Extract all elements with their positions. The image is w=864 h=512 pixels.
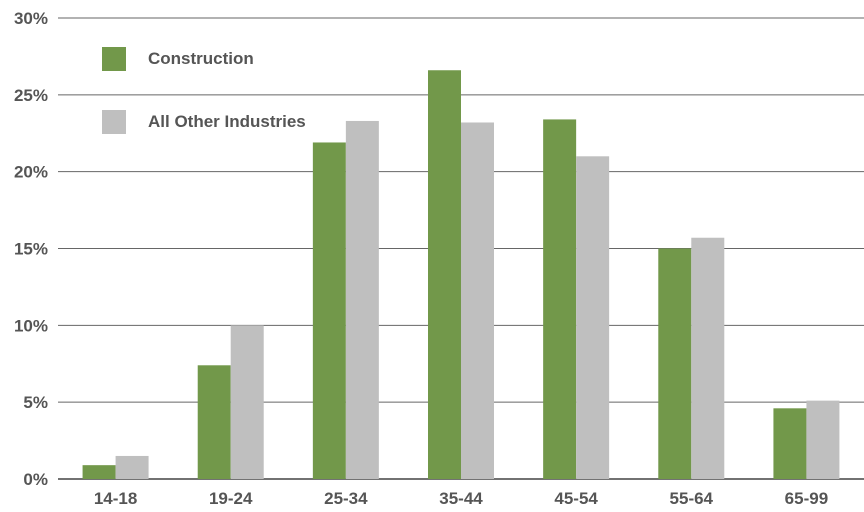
y-axis-tick-labels: 0% 5% 10% 15% 20% 25% 30% [14,9,48,489]
legend-swatch [102,110,126,134]
bars [82,70,840,480]
legend-swatch [102,47,126,71]
bar-all-other-industries-55-64 [691,237,725,479]
x-axis-tick-labels: 14-18 19-24 25-34 35-44 45-54 55-64 65-99 [94,489,828,508]
bar-construction-55-64 [658,248,692,479]
x-tick-label: 14-18 [94,489,137,508]
y-tick-label: 5% [23,393,48,412]
y-tick-label: 30% [14,9,48,28]
bar-construction-19-24 [197,365,231,479]
x-tick-label: 19-24 [209,489,253,508]
bar-construction-45-54 [543,119,577,480]
x-tick-label: 35-44 [439,489,483,508]
bar-construction-14-18 [82,465,116,479]
legend-label: Construction [148,49,254,68]
bar-all-other-industries-14-18 [115,455,149,479]
x-tick-label: 65-99 [785,489,828,508]
bar-all-other-industries-65-99 [806,400,840,479]
legend-label: All Other Industries [148,112,306,131]
x-tick-label: 45-54 [554,489,598,508]
bar-construction-25-34 [312,142,346,479]
bar-construction-65-99 [773,408,807,479]
y-tick-label: 20% [14,163,48,182]
bar-construction-35-44 [428,70,461,479]
y-tick-label: 25% [14,86,48,105]
legend: Construction All Other Industries [102,47,306,134]
bar-all-other-industries-45-54 [576,156,610,480]
x-tick-label: 25-34 [324,489,368,508]
y-tick-label: 10% [14,316,48,335]
bar-all-other-industries-25-34 [345,120,379,479]
bar-all-other-industries-35-44 [461,122,494,479]
bar-all-other-industries-19-24 [230,325,264,479]
x-tick-label: 55-64 [670,489,714,508]
y-tick-label: 0% [23,470,48,489]
y-tick-label: 15% [14,240,48,259]
